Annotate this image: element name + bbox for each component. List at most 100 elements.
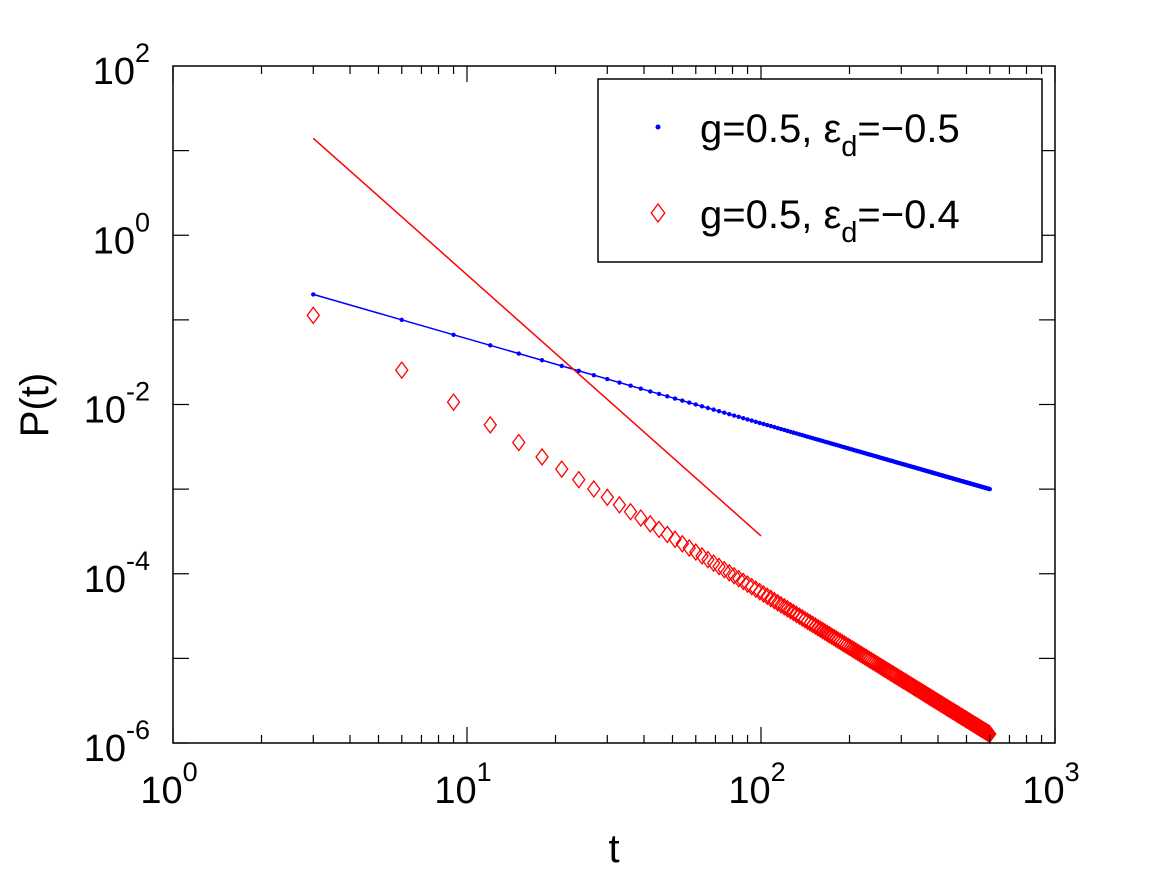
data-point	[695, 546, 709, 566]
data-point	[772, 424, 777, 430]
data-point	[824, 627, 839, 646]
data-point	[777, 597, 792, 616]
legend-entry-label: g=0.5, εd=−0.5	[700, 107, 960, 163]
data-point	[660, 525, 675, 544]
data-point	[652, 520, 666, 539]
x-axis-label: t	[608, 827, 619, 871]
legend-marker-dot	[655, 124, 661, 130]
data-point	[736, 572, 751, 591]
data-point	[829, 629, 843, 648]
data-point	[757, 420, 762, 426]
data-point	[770, 593, 785, 612]
y-tick-label: 100	[93, 207, 150, 262]
data-point	[764, 589, 778, 608]
data-point	[774, 595, 788, 614]
data-point	[394, 361, 409, 380]
data-point	[765, 422, 770, 428]
data-point	[451, 332, 456, 337]
legend-marker-diamond	[650, 202, 666, 224]
data-point	[511, 433, 526, 452]
data-point	[668, 530, 682, 549]
data-point	[665, 394, 670, 399]
data-point	[488, 343, 493, 348]
y-tick-label: 10-4	[84, 546, 150, 601]
data-point	[760, 587, 775, 606]
data-point	[756, 584, 771, 604]
data-point	[987, 486, 992, 492]
data-point	[748, 580, 763, 599]
data-point	[740, 575, 755, 594]
data-point	[587, 479, 601, 499]
data-point	[753, 419, 758, 424]
legend-entry-label: g=0.5, εd=−0.4	[700, 193, 960, 249]
data-point	[815, 621, 830, 640]
data-point	[554, 460, 569, 479]
data-point	[745, 417, 750, 422]
data-point	[311, 292, 316, 297]
y-axis-label: P(t)	[13, 373, 57, 437]
series-2	[306, 306, 997, 743]
data-point	[600, 488, 615, 507]
data-point	[559, 363, 564, 369]
data-point	[869, 654, 883, 673]
fit-red-line	[312, 137, 762, 537]
data-point	[736, 414, 741, 420]
data-point	[483, 415, 498, 434]
x-tick-label: 101	[434, 757, 491, 812]
data-point	[539, 358, 545, 363]
data-point	[687, 400, 692, 405]
data-point	[571, 470, 586, 489]
data-point	[775, 425, 780, 431]
data-point	[861, 649, 875, 668]
data-point	[672, 396, 678, 401]
data-point	[827, 628, 841, 647]
data-point	[749, 418, 754, 423]
data-point	[633, 508, 648, 528]
data-point	[706, 554, 721, 573]
data-point	[862, 650, 877, 669]
data-point	[306, 306, 321, 325]
data-point	[818, 622, 832, 642]
data-point	[399, 317, 404, 323]
data-point	[722, 563, 737, 582]
data-point	[648, 389, 653, 394]
data-point	[833, 632, 848, 651]
data-point	[612, 495, 627, 514]
data-point	[605, 376, 610, 382]
x-tick-label: 103	[1022, 757, 1079, 812]
data-point	[576, 368, 581, 374]
data-point	[623, 502, 638, 521]
data-point	[656, 391, 662, 397]
data-point	[768, 423, 774, 429]
data-point	[688, 542, 703, 562]
data-point	[682, 538, 697, 558]
data-point	[867, 653, 882, 672]
x-tick-label: 100	[140, 757, 197, 812]
x-tick-label: 102	[728, 757, 785, 812]
data-point	[761, 421, 766, 427]
y-tick-label: 10-2	[84, 377, 150, 432]
data-point	[446, 393, 461, 412]
data-point	[643, 514, 658, 533]
legend-box	[597, 78, 1043, 263]
data-point	[638, 386, 643, 391]
data-point	[767, 591, 782, 610]
data-point	[591, 372, 597, 378]
data-point	[822, 625, 837, 644]
data-point	[780, 599, 795, 618]
legend: g=0.5, εd=−0.5 g=0.5, εd=−0.4	[597, 78, 1043, 263]
data-point	[741, 415, 746, 421]
data-point	[731, 413, 737, 418]
data-point	[864, 651, 878, 670]
data-point	[810, 618, 825, 637]
data-point	[699, 404, 705, 409]
data-point	[744, 577, 759, 596]
data-point	[680, 398, 685, 403]
data-point	[701, 550, 715, 569]
data-point	[727, 566, 741, 585]
data-point	[628, 383, 633, 388]
data-point	[820, 624, 835, 643]
data-point	[705, 405, 711, 411]
